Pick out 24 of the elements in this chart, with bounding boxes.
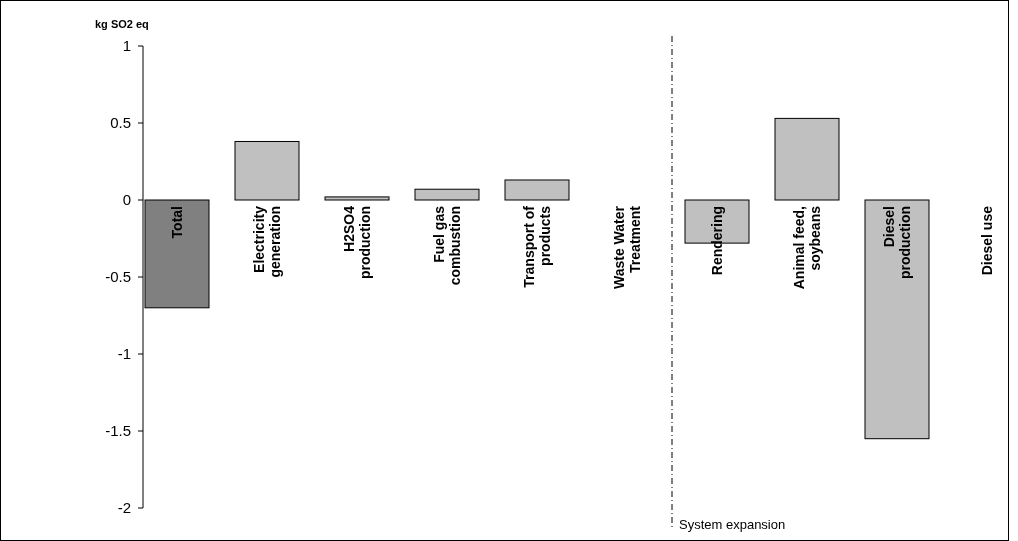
y-tick-label: -2	[117, 499, 131, 517]
x-tick-label: Waste Water Treatment	[611, 205, 643, 289]
text: System expansion	[679, 517, 786, 532]
bar	[504, 179, 570, 201]
y-axis-title: kg SO2 eq	[95, 18, 149, 30]
x-tick-label: Diesel use	[979, 205, 995, 276]
x-tick-label: Electricity generation	[251, 205, 283, 278]
y-tick-label: -0.5	[105, 268, 131, 286]
y-tick-label: 0.5	[110, 114, 131, 132]
x-tick-label: Rendering	[709, 206, 725, 276]
y-tick-label: 0	[122, 191, 131, 209]
y-tick-label: -1.5	[105, 422, 131, 440]
y-tick-label: -1	[117, 345, 131, 363]
bar	[864, 199, 930, 440]
x-tick-label: Animal feed, soybeans	[791, 205, 823, 290]
bar	[414, 188, 480, 201]
x-tick-label: Diesel production	[881, 206, 913, 280]
y-tick-label: 1	[122, 37, 131, 55]
x-tick-label: Total	[169, 206, 185, 239]
x-tick-label: Transport of products	[521, 205, 553, 288]
bar	[234, 140, 300, 201]
x-tick-label: H2SO4 production	[341, 205, 373, 280]
bar	[324, 196, 390, 201]
bar	[774, 117, 840, 201]
